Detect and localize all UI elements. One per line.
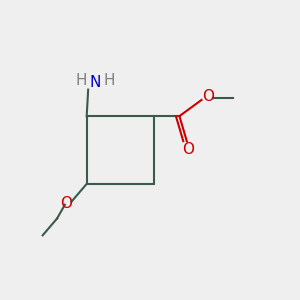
Text: O: O (60, 196, 72, 211)
Text: O: O (202, 89, 214, 104)
Text: N: N (90, 75, 101, 90)
Text: O: O (182, 142, 194, 157)
Text: H: H (76, 73, 87, 88)
Text: H: H (104, 73, 116, 88)
